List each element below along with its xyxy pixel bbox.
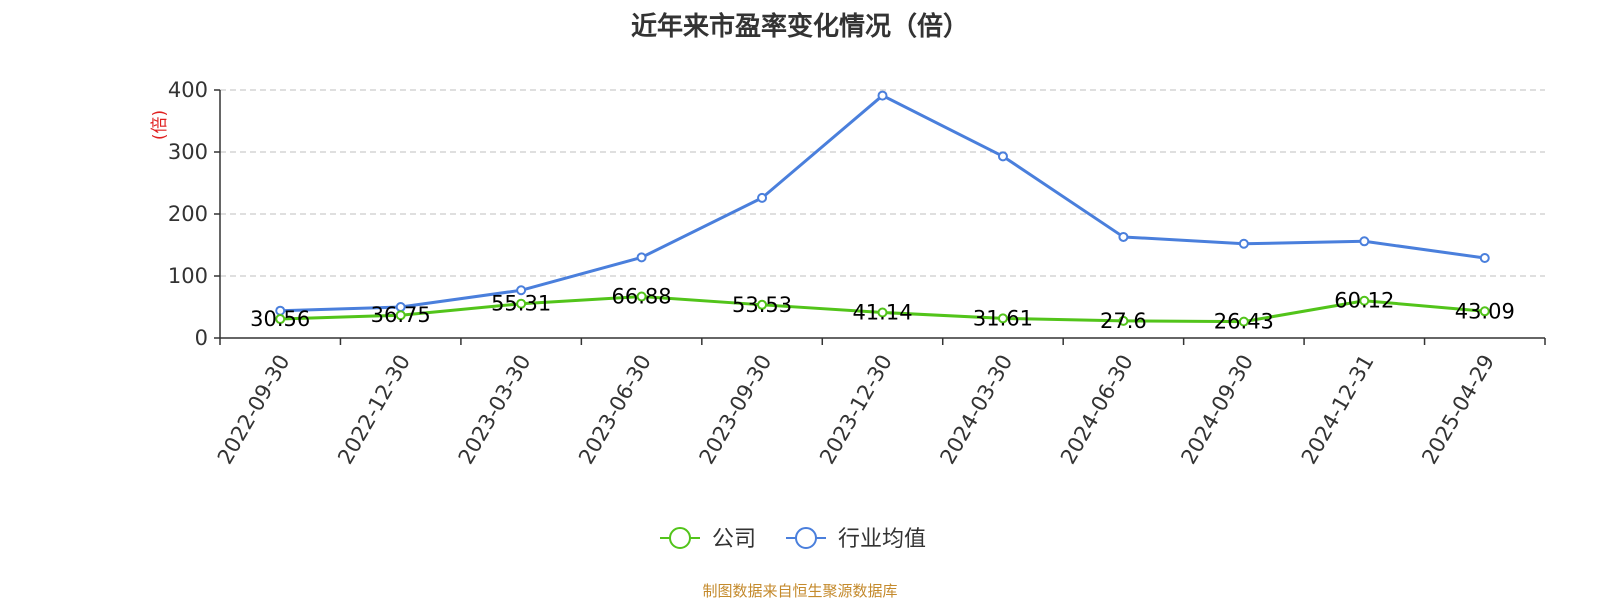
data-label: 41.14: [852, 300, 912, 324]
data-point: [877, 307, 888, 318]
data-label: 26.43: [1214, 310, 1274, 334]
data-label: 55.31: [491, 292, 551, 316]
series-lines: [275, 90, 1490, 327]
data-label: 27.6: [1100, 309, 1147, 333]
data-point: [516, 298, 527, 309]
data-label: 53.53: [732, 293, 792, 317]
source-note: 制图数据来自恒生聚源数据库: [702, 582, 898, 600]
x-tick-label: 2024-03-30: [935, 351, 1017, 469]
x-tick-label: 2023-09-30: [695, 351, 777, 469]
y-tick-label: 0: [195, 326, 208, 350]
data-labels: 30.56 36.75 55.31 66.88 53.53 41.14 31.61 27.6 2…: [250, 285, 1515, 334]
data-point: [1118, 315, 1129, 326]
data-label: 36.75: [371, 303, 431, 327]
data-point: [1359, 295, 1370, 306]
legend-marker: [669, 527, 691, 549]
data-point: [1359, 236, 1370, 247]
data-point: [1479, 306, 1490, 317]
x-tick-label: 2024-06-30: [1056, 351, 1138, 469]
data-point: [1238, 238, 1249, 249]
legend-label: 行业均值: [838, 527, 926, 552]
data-point: [757, 192, 768, 203]
data-point: [395, 310, 406, 321]
data-label: 31.61: [973, 306, 1033, 330]
grid-lines: [220, 89, 1545, 277]
legend-marker: [795, 527, 817, 549]
data-point: [516, 285, 527, 296]
x-tick-label: 2025-04-29: [1417, 351, 1499, 469]
y-tick-label: 100: [168, 264, 208, 288]
data-point: [636, 291, 647, 302]
data-point: [877, 90, 888, 101]
chart-title: 近年来市盈率变化情况（倍）: [630, 12, 969, 42]
legend-label: 公司: [712, 527, 756, 552]
y-axis-title: (倍): [150, 110, 170, 140]
y-tick-label: 400: [168, 78, 208, 102]
series-line: [280, 94, 1485, 313]
data-point: [757, 299, 768, 310]
legend: 公司 行业均值: [660, 527, 926, 552]
data-label: 60.12: [1334, 289, 1394, 313]
y-tick-label: 200: [168, 202, 208, 226]
axes: 0 100 200 300 400 (倍) 2022-09-30 2022-12-30 2023…: [150, 78, 1546, 469]
data-label: 30.56: [250, 307, 310, 331]
x-tick-label: 2022-12-30: [333, 351, 415, 469]
x-tick-label: 2023-03-30: [454, 351, 536, 469]
x-tick-label: 2023-06-30: [574, 351, 656, 469]
data-point: [1479, 253, 1490, 264]
data-label: 43.09: [1455, 299, 1515, 323]
x-tick-label: 2023-12-30: [815, 351, 897, 469]
data-point: [1118, 231, 1129, 242]
x-tick-label: 2024-12-31: [1297, 351, 1379, 469]
data-point: [275, 314, 286, 325]
data-point: [997, 313, 1008, 324]
x-tick-label: 2022-09-30: [213, 351, 295, 469]
data-point: [1238, 316, 1249, 327]
data-point: [997, 151, 1008, 162]
x-tick-label: 2024-09-30: [1176, 351, 1258, 469]
data-point: [636, 252, 647, 263]
data-label: 66.88: [612, 285, 672, 309]
y-tick-label: 300: [168, 140, 208, 164]
